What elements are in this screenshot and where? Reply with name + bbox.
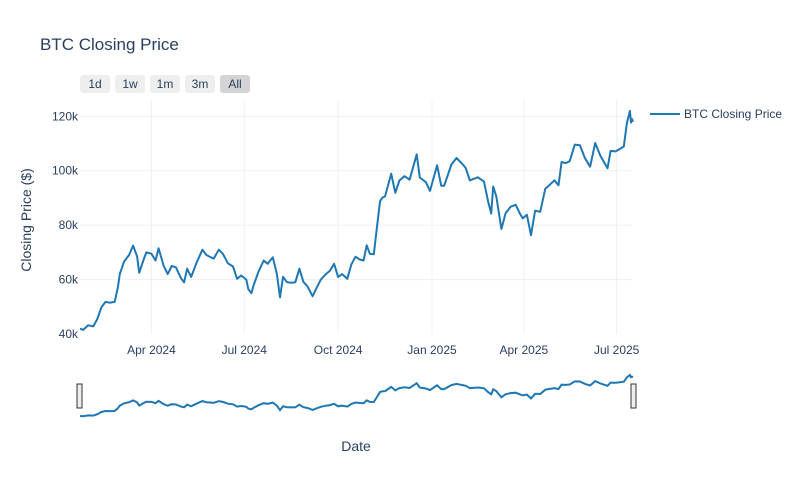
price-series[interactable] — [79, 109, 634, 331]
x-tick-label: Jan 2025 — [407, 343, 457, 357]
range-slider-track[interactable] — [80, 370, 633, 418]
y-axis-ticks: 40k 60k 80k 100k 120k — [52, 109, 79, 341]
y-tick-label: 80k — [59, 218, 79, 232]
x-tick-label: Jul 2025 — [594, 343, 640, 357]
range-button-1w[interactable]: 1w — [115, 75, 145, 93]
range-button-1d[interactable]: 1d — [80, 75, 110, 93]
range-button-1m[interactable]: 1m — [150, 75, 180, 93]
x-tick-label: Apr 2024 — [127, 343, 176, 357]
y-tick-label: 120k — [52, 109, 79, 123]
y-axis-label: Closing Price ($) — [18, 168, 34, 271]
x-tick-label: Apr 2025 — [499, 343, 548, 357]
legend[interactable]: BTC Closing Price — [650, 107, 782, 121]
range-slider-right-handle[interactable] — [630, 383, 637, 409]
y-tick-label: 60k — [59, 273, 79, 287]
range-slider-series — [79, 373, 634, 418]
y-tick-label: 100k — [52, 164, 79, 178]
range-slider[interactable] — [76, 370, 637, 418]
chart-title: BTC Closing Price — [40, 35, 179, 54]
x-axis-label: Date — [341, 438, 371, 454]
x-axis-ticks: Apr 2024 Jul 2024 Oct 2024 Jan 2025 Apr 2025… — [127, 343, 640, 357]
range-button-all[interactable]: All — [220, 75, 250, 93]
gridlines — [80, 100, 633, 334]
x-tick-label: Oct 2024 — [314, 343, 363, 357]
range-slider-left-handle[interactable] — [76, 383, 83, 409]
price-line[interactable] — [79, 109, 634, 331]
y-tick-label: 40k — [59, 327, 79, 341]
range-slider-line — [79, 373, 634, 418]
legend-label: BTC Closing Price — [684, 107, 782, 121]
range-button-3m[interactable]: 3m — [185, 75, 215, 93]
x-tick-label: Jul 2024 — [222, 343, 268, 357]
